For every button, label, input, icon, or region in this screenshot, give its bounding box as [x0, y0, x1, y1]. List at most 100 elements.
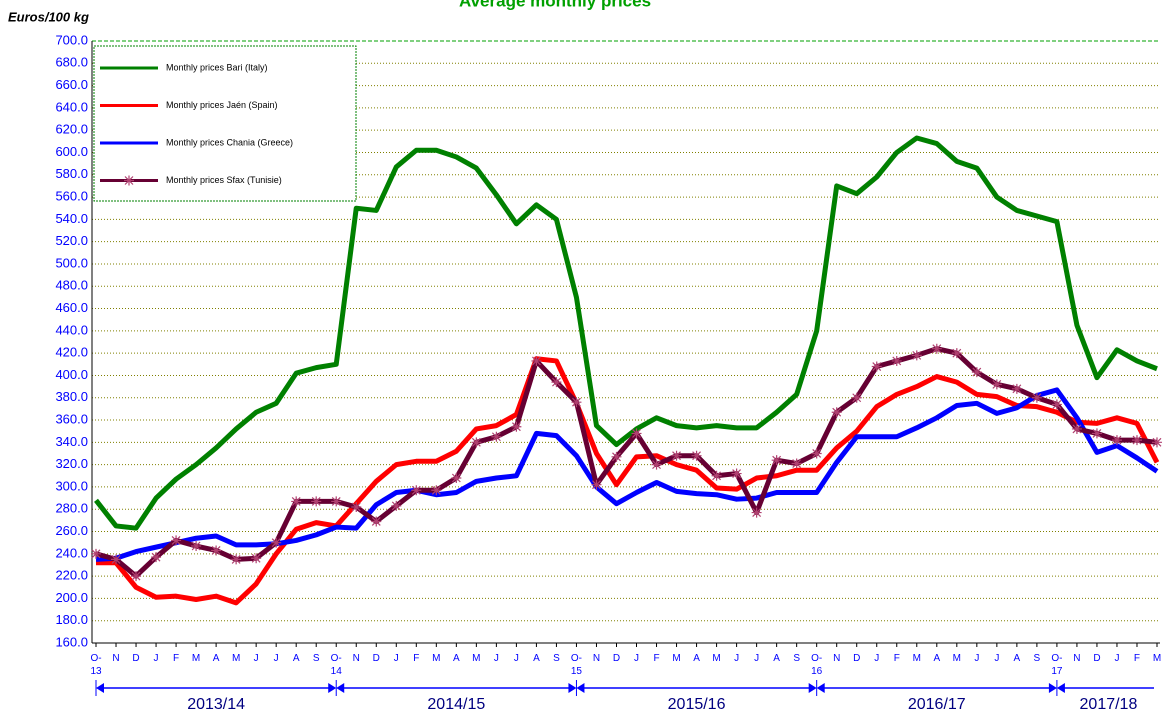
marker	[511, 421, 522, 432]
marker	[1051, 399, 1062, 410]
marker	[1111, 435, 1122, 446]
x-tick-label: M	[672, 653, 681, 664]
x-tick-label: S	[312, 653, 320, 664]
x-tick-label: O- 15	[570, 653, 582, 677]
marker	[1031, 392, 1042, 403]
x-tick-label: D	[1093, 653, 1101, 664]
marker	[491, 431, 502, 442]
marker	[351, 501, 362, 512]
y-tick-label: 480.0	[55, 278, 88, 293]
y-tick-label: 340.0	[55, 434, 88, 449]
marker	[571, 397, 582, 408]
marker	[791, 458, 802, 469]
y-tick-label: 280.0	[55, 501, 88, 516]
x-tick-label: J	[513, 653, 519, 664]
season-label: 2015/16	[668, 696, 726, 713]
x-tick-label: F	[653, 653, 660, 664]
x-tick-label: M	[1152, 653, 1162, 664]
x-tick-label: N	[833, 653, 841, 664]
x-tick-label: M	[952, 653, 961, 664]
marker	[831, 407, 842, 418]
x-tick-label: O- 17	[1051, 653, 1063, 677]
series-line	[94, 135, 1158, 531]
y-tick-label: 440.0	[55, 322, 88, 337]
series-line	[96, 356, 1160, 606]
marker	[391, 500, 402, 511]
chart-title: Average monthly prices	[459, 0, 651, 10]
marker	[1071, 423, 1082, 434]
x-tick-label: N	[112, 653, 120, 664]
x-tick-label: A	[452, 653, 460, 664]
marker	[151, 552, 162, 563]
marker	[991, 379, 1002, 390]
y-tick-label: 220.0	[55, 568, 88, 583]
arrow-head	[1056, 683, 1065, 693]
marker	[371, 516, 382, 527]
x-tick-label: M	[472, 653, 481, 664]
arrow-head	[576, 683, 585, 693]
marker	[811, 448, 822, 459]
y-tick-label: 200.0	[55, 590, 88, 605]
x-tick-label: A	[933, 653, 941, 664]
y-tick-label: 640.0	[55, 99, 88, 114]
arrow-head	[328, 683, 337, 693]
y-tick-label: 600.0	[55, 144, 88, 159]
y-tick-label: 260.0	[55, 523, 88, 538]
y-tick-label: 420.0	[55, 345, 88, 360]
arrow-head	[1048, 683, 1057, 693]
marker	[311, 496, 322, 507]
x-tick-label: J	[253, 653, 259, 664]
x-tick-label: J	[493, 653, 499, 664]
x-tick-label: O- 16	[811, 653, 823, 677]
y-tick-label: 240.0	[55, 545, 88, 560]
marker	[291, 496, 302, 507]
legend-label: Monthly prices Chania (Greece)	[166, 137, 293, 147]
x-tick-label: A	[292, 653, 300, 664]
legend-label: Monthly prices Sfax (Tunisie)	[166, 175, 282, 185]
marker	[171, 535, 182, 546]
season-label: 2013/14	[187, 696, 245, 713]
marker	[651, 459, 662, 470]
marker	[531, 355, 542, 366]
marker	[251, 553, 262, 564]
x-tick-label: A	[773, 653, 780, 664]
marker	[111, 554, 122, 565]
y-tick-label: 160.0	[55, 634, 88, 649]
x-tick-label: M	[231, 653, 241, 664]
y-tick-label: 320.0	[55, 456, 88, 471]
marker	[611, 451, 622, 462]
x-tick-label: F	[893, 653, 900, 664]
marker	[331, 496, 342, 507]
x-tick-label: J	[273, 653, 279, 664]
x-tick-label: A	[693, 653, 700, 664]
marker	[731, 468, 742, 479]
marker	[191, 541, 202, 552]
marker	[971, 367, 982, 378]
marker	[1152, 437, 1162, 448]
y-tick-label: 580.0	[55, 166, 88, 181]
legend-marker	[124, 175, 134, 186]
x-tick-label: J	[974, 653, 980, 664]
y-tick-label: 680.0	[55, 55, 88, 70]
x-tick-label: D	[372, 653, 380, 664]
x-tick-label: D	[132, 653, 140, 664]
marker	[431, 485, 442, 496]
marker	[231, 554, 242, 565]
x-tick-label: N	[352, 653, 360, 664]
x-tick-label: J	[393, 653, 399, 664]
arrow-head	[336, 683, 345, 693]
y-tick-label: 300.0	[55, 478, 88, 493]
x-tick-label: A	[533, 653, 540, 664]
marker	[931, 343, 942, 354]
x-tick-label: J	[874, 653, 880, 664]
arrow-head	[568, 683, 577, 693]
x-tick-label: O- 13	[90, 653, 102, 677]
marker	[771, 455, 782, 466]
x-tick-label: M	[432, 653, 441, 664]
x-tick-label: J	[634, 653, 639, 664]
marker	[1011, 383, 1022, 394]
y-tick-label: 400.0	[55, 367, 88, 382]
x-tick-label: F	[1133, 653, 1141, 664]
y-tick-label: 540.0	[55, 211, 88, 226]
